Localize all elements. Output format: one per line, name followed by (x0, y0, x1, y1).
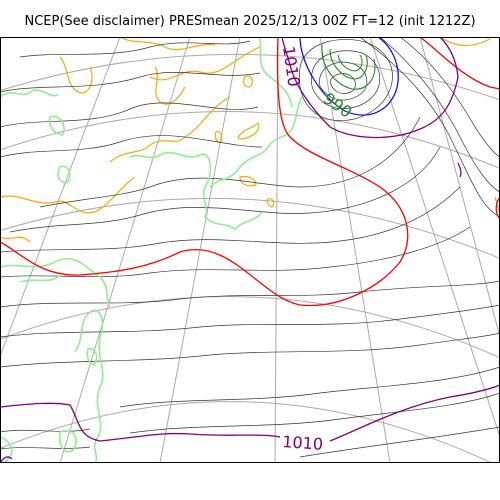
contour-label-990: 990 (320, 89, 356, 122)
isobar-990 (299, 37, 399, 116)
low-pressure-center (299, 37, 399, 116)
contour-label-1010-bottom: 1010 (282, 432, 324, 454)
coastlines (0, 37, 303, 463)
graticule (0, 37, 500, 463)
isobars (0, 37, 500, 458)
terrain-contours (0, 37, 500, 243)
contour-label-1010-top: 1010 (279, 45, 303, 88)
map-frame: 1010 990 1010 (0, 37, 500, 463)
isobar-1010 (0, 37, 500, 463)
map-title: NCEP(See disclaimer) PRESmean 2025/12/13… (24, 14, 476, 29)
